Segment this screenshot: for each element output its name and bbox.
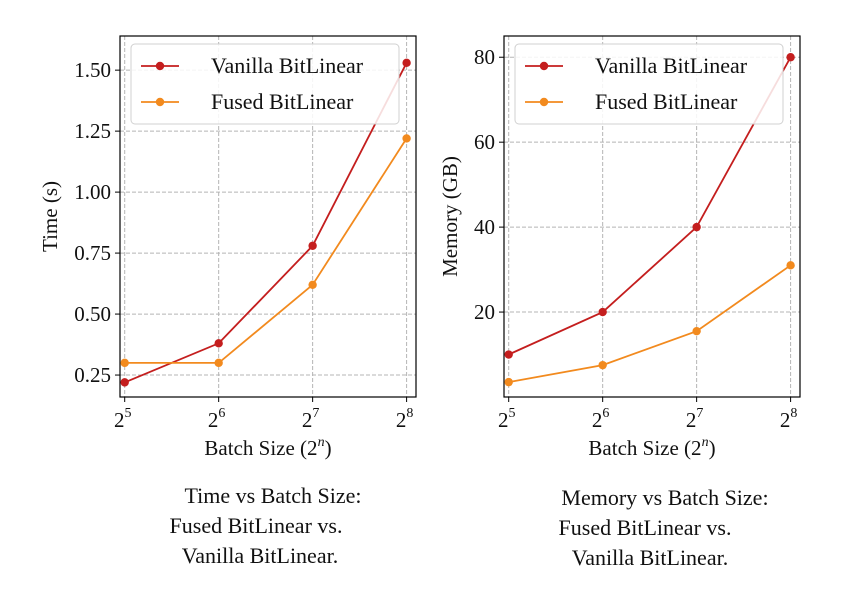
legend-swatch-marker xyxy=(155,61,165,71)
x-axis-label-text: Batch Size (2 xyxy=(588,436,701,460)
data-point-fused xyxy=(402,134,411,143)
x-tick-exponent: 6 xyxy=(218,406,225,421)
x-axis-label-end: ) xyxy=(709,436,716,460)
data-point-fused xyxy=(214,358,223,368)
x-tick-label: 26 xyxy=(208,406,226,432)
data-point-fused xyxy=(504,377,513,387)
x-tick-base: 2 xyxy=(114,408,125,432)
y-tick-label: 1.00 xyxy=(74,180,111,204)
x-tick-base: 2 xyxy=(302,408,313,432)
x-tick-exponent: 8 xyxy=(406,406,413,421)
x-tick-base: 2 xyxy=(208,408,219,432)
caption-time-line-2: Fused BitLinear vs. xyxy=(169,513,343,538)
legend-entry: Vanilla BitLinear xyxy=(595,53,748,78)
data-point-fused xyxy=(598,360,607,370)
y-tick-label: 1.50 xyxy=(74,58,111,82)
x-tick-base: 2 xyxy=(780,408,791,432)
series-line-fused xyxy=(508,264,792,383)
data-point-vanilla xyxy=(120,378,129,387)
plot-frame xyxy=(119,35,417,398)
caption-time-line-3: Vanilla BitLinear. xyxy=(181,543,339,568)
data-point-fused xyxy=(692,326,701,336)
data-point-vanilla xyxy=(692,222,701,232)
data-point-vanilla xyxy=(598,307,607,317)
caption-time: Time vs Batch Size: Fused BitLinear vs. … xyxy=(130,481,400,571)
y-tick-label: 60 xyxy=(474,130,495,154)
legend-box xyxy=(514,43,784,125)
legend-entry: Vanilla BitLinear xyxy=(211,53,364,78)
data-point-vanilla xyxy=(786,53,795,62)
x-axis-label-sup: n xyxy=(702,435,709,450)
x-tick-base: 2 xyxy=(396,408,407,432)
legend-entry: Fused BitLinear xyxy=(595,89,738,114)
legend-swatch-marker xyxy=(155,97,165,107)
x-tick-base: 2 xyxy=(686,408,697,432)
y-tick-label: 20 xyxy=(474,300,495,324)
data-point-vanilla xyxy=(402,58,411,68)
x-axis-label: Batch Size (2n) xyxy=(588,435,715,460)
x-tick-label: 25 xyxy=(498,406,516,432)
data-point-vanilla xyxy=(504,350,513,359)
data-point-fused xyxy=(120,358,129,368)
x-tick-base: 2 xyxy=(592,408,603,432)
y-tick-label: 40 xyxy=(474,215,495,239)
caption-memory: Memory vs Batch Size: Fused BitLinear vs… xyxy=(520,483,810,573)
x-tick-exponent: 8 xyxy=(790,406,797,421)
legend-box xyxy=(130,43,400,125)
x-axis-label: Batch Size (2n) xyxy=(204,435,331,460)
caption-memory-line-2: Fused BitLinear vs. xyxy=(558,515,732,540)
legend-swatch-marker xyxy=(539,97,549,107)
y-tick-label: 1.25 xyxy=(74,119,111,143)
y-tick-label: 0.50 xyxy=(74,302,111,326)
x-tick-exponent: 5 xyxy=(124,406,131,421)
y-tick-label: 0.25 xyxy=(74,363,111,387)
series-line-vanilla xyxy=(508,56,792,356)
x-tick-label: 27 xyxy=(302,406,320,432)
x-axis-label-text: Batch Size (2 xyxy=(204,436,317,460)
data-point-fused xyxy=(786,261,795,270)
x-tick-label: 27 xyxy=(686,406,704,432)
data-point-vanilla xyxy=(214,339,223,348)
x-axis-label-sup: n xyxy=(318,435,325,450)
y-tick-label: 80 xyxy=(474,45,495,69)
y-axis-label: Time (s) xyxy=(38,181,62,252)
data-point-vanilla xyxy=(308,241,317,250)
x-tick-label: 28 xyxy=(396,406,414,432)
x-tick-exponent: 6 xyxy=(602,406,609,421)
plot-frame xyxy=(503,35,801,398)
legend-entry: Fused BitLinear xyxy=(211,89,354,114)
y-axis-label: Memory (GB) xyxy=(438,156,462,277)
x-tick-exponent: 7 xyxy=(312,406,319,421)
data-point-fused xyxy=(308,280,317,289)
x-tick-base: 2 xyxy=(498,408,509,432)
caption-memory-line-3: Vanilla BitLinear. xyxy=(571,545,729,570)
x-tick-label: 25 xyxy=(114,406,132,432)
caption-time-line-1: Time vs Batch Size: xyxy=(184,483,362,508)
x-axis-label-end: ) xyxy=(325,436,332,460)
x-tick-exponent: 5 xyxy=(508,406,515,421)
x-tick-exponent: 7 xyxy=(696,406,703,421)
caption-memory-line-1: Memory vs Batch Size: xyxy=(561,485,769,510)
x-tick-label: 28 xyxy=(780,406,798,432)
y-tick-label: 0.75 xyxy=(74,241,111,265)
series-line-fused xyxy=(124,137,408,364)
legend-swatch-marker xyxy=(539,61,549,71)
x-tick-label: 26 xyxy=(592,406,610,432)
